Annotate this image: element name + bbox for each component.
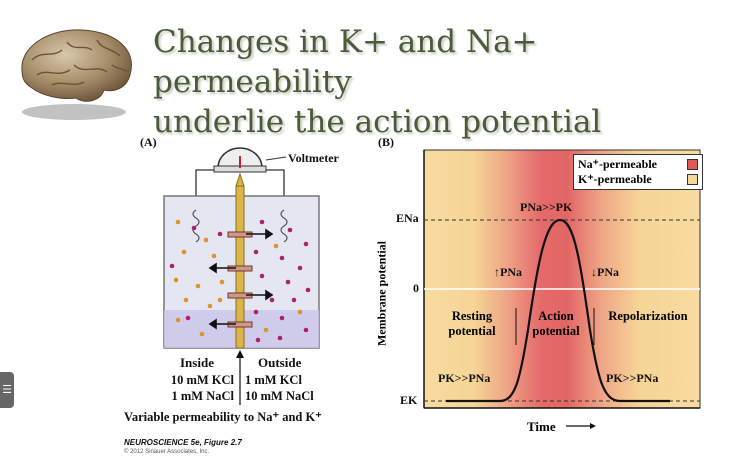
legend-na: Na⁺-permeable — [578, 157, 698, 172]
inside-header: Inside — [180, 355, 214, 370]
k-swatch — [687, 174, 698, 185]
voltmeter-icon — [213, 147, 287, 173]
panel-a-label: (A) — [140, 135, 157, 149]
voltmeter-label: Voltmeter — [288, 151, 339, 165]
peak-annotation: PNa>>PK — [520, 200, 573, 214]
left-pk-annotation: PK>>PNa — [438, 371, 491, 385]
phase-resting: Resting potential — [448, 309, 496, 338]
panel-b-label: (B) — [378, 135, 394, 149]
y-axis-label: Membrane potential — [374, 241, 389, 346]
outside-kcl: 1 mM KCl — [245, 373, 302, 387]
x-axis-label: Time — [527, 419, 556, 434]
tick-ek: EK — [400, 393, 418, 407]
down-pna-annotation: ↓PNa — [591, 265, 619, 279]
inside-kcl: 10 mM KCl — [170, 373, 234, 387]
title-line-1: Changes in K+ and Na+ permeability — [153, 24, 538, 100]
legend: Na⁺-permeable K⁺-permeable — [573, 154, 703, 190]
action-potential-curve — [446, 218, 670, 403]
tick-zero: 0 — [413, 281, 419, 295]
outside-nacl: 10 mM NaCl — [245, 389, 314, 403]
phase-action: Action potential — [532, 309, 580, 338]
phase-repolarization: Repolarization — [608, 309, 688, 323]
slide-title: Changes in K+ and Na+ permeability under… — [153, 22, 743, 142]
tick-ena: ENa — [396, 211, 419, 225]
panel-a-caption: Variable permeability to Na⁺ and K⁺ — [124, 410, 322, 424]
legend-k: K⁺-permeable — [578, 172, 698, 187]
outside-header: Outside — [258, 355, 302, 370]
figure-credit: NEUROSCIENCE 5e, Figure 2.7 — [124, 438, 242, 447]
right-pk-annotation: PK>>PNa — [606, 371, 659, 385]
side-menu-tab[interactable]: ☰ — [0, 372, 14, 408]
menu-icon: ☰ — [2, 383, 12, 396]
copyright-credit: © 2012 Sinauer Associates, Inc. — [124, 449, 210, 455]
na-swatch — [687, 159, 698, 170]
title-line-2: underlie the action potential — [153, 104, 602, 140]
inside-nacl: 1 mM NaCl — [171, 389, 235, 403]
up-pna-annotation: ↑PNa — [494, 265, 522, 279]
brain-image — [21, 29, 132, 120]
